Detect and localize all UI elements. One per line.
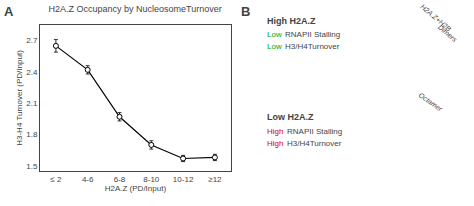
- svg-text:10-12: 10-12: [173, 175, 194, 184]
- svg-text:2.1: 2.1: [26, 99, 38, 108]
- svg-text:Low: Low: [267, 42, 282, 51]
- svg-text:H3/H4Turnover: H3/H4Turnover: [287, 139, 342, 148]
- svg-text:2.7: 2.7: [26, 36, 38, 45]
- svg-text:RNAPII Stalling: RNAPII Stalling: [285, 30, 340, 39]
- svg-text:≤ 2: ≤ 2: [50, 175, 62, 184]
- svg-text:H2A.Z (PD/Input): H2A.Z (PD/Input): [105, 184, 167, 193]
- svg-text:A: A: [4, 4, 14, 19]
- svg-text:B: B: [241, 4, 250, 19]
- svg-text:1.5: 1.5: [26, 162, 38, 171]
- svg-text:2.4: 2.4: [26, 68, 38, 77]
- svg-text:6-8: 6-8: [114, 175, 126, 184]
- svg-text:High: High: [267, 127, 283, 136]
- svg-text:Dimers: Dimers: [437, 23, 459, 43]
- svg-text:≥12: ≥12: [208, 175, 222, 184]
- svg-text:Low H2A.Z: Low H2A.Z: [267, 112, 314, 122]
- svg-text:4-6: 4-6: [82, 175, 94, 184]
- svg-text:H2A.Z Occupancy by NucleosomeT: H2A.Z Occupancy by NucleosomeTurnover: [48, 4, 221, 14]
- svg-text:H2A.Z+H2B: H2A.Z+H2B: [419, 3, 453, 33]
- svg-text:H3-H4 Turnover (PD/Input): H3-H4 Turnover (PD/Input): [15, 50, 24, 146]
- svg-text:1.8: 1.8: [26, 130, 38, 139]
- svg-text:RNAPII Stalling: RNAPII Stalling: [287, 127, 342, 136]
- svg-text:High: High: [267, 139, 283, 148]
- svg-text:H3/H4Turnover: H3/H4Turnover: [285, 42, 340, 51]
- svg-text:Low: Low: [267, 30, 282, 39]
- svg-text:Octamer: Octamer: [418, 91, 445, 113]
- svg-text:High H2A.Z: High H2A.Z: [267, 16, 316, 26]
- svg-text:8-10: 8-10: [143, 175, 160, 184]
